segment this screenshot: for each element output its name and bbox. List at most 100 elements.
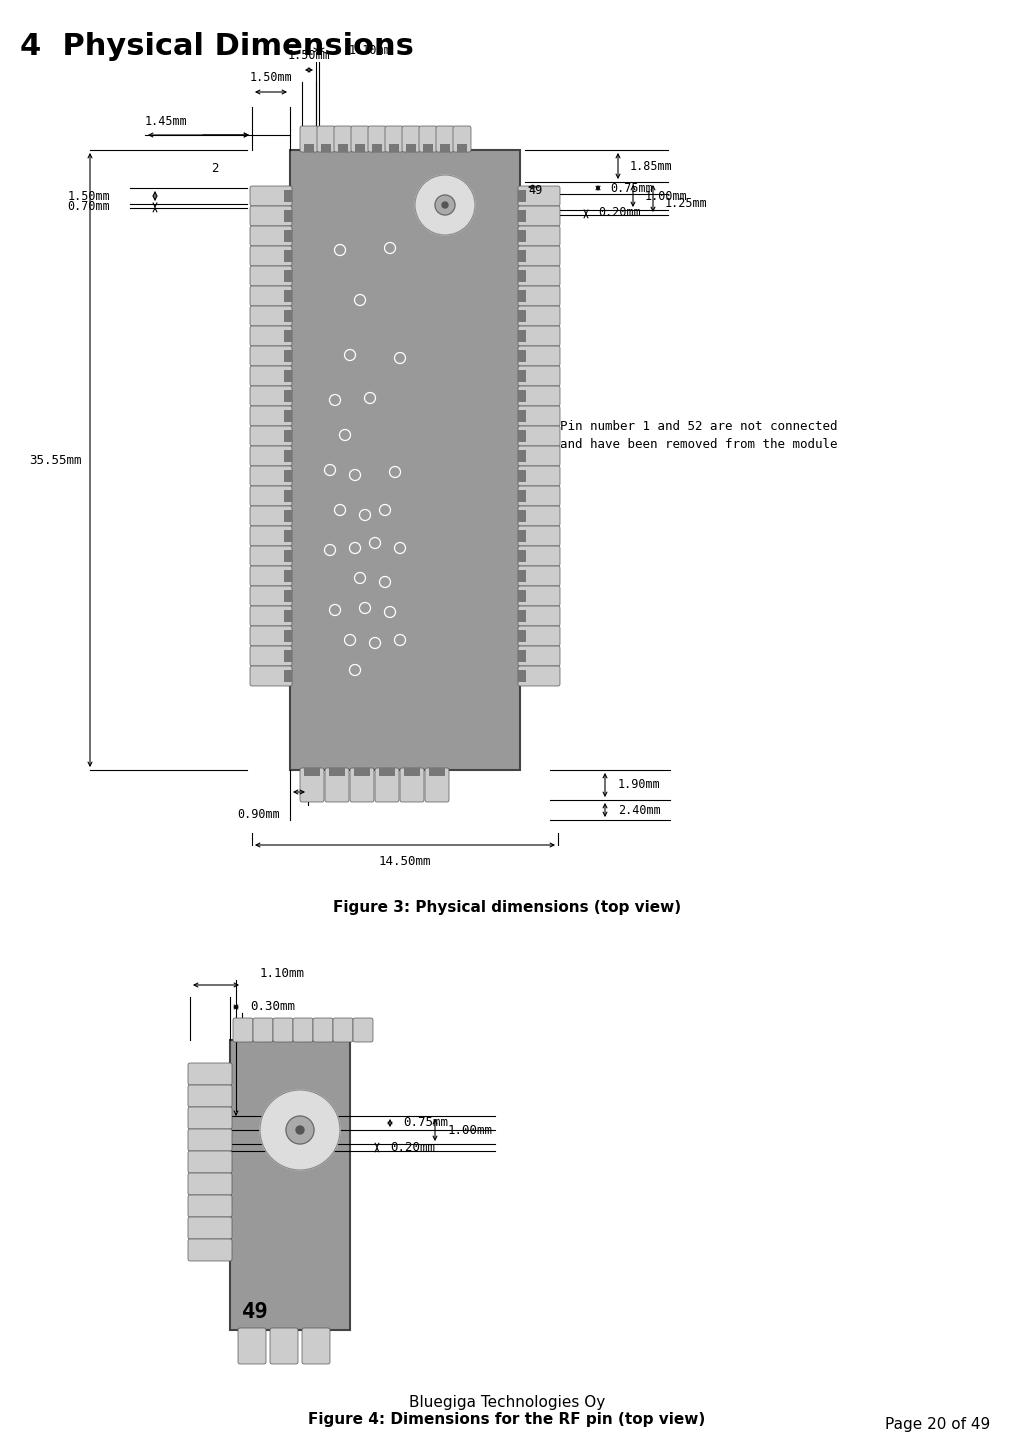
FancyBboxPatch shape [518,425,560,446]
Bar [284,570,292,583]
Text: 0.70mm: 0.70mm [67,199,110,212]
FancyBboxPatch shape [436,125,454,151]
FancyBboxPatch shape [254,1018,273,1043]
Bar [284,249,292,262]
FancyBboxPatch shape [518,666,560,686]
FancyBboxPatch shape [518,226,560,247]
Text: 0.75mm: 0.75mm [610,182,653,195]
FancyBboxPatch shape [353,1018,373,1043]
Bar [518,290,526,301]
Bar [290,150,520,770]
FancyBboxPatch shape [518,265,560,286]
Bar [518,590,526,601]
Bar [518,671,526,682]
Text: 0.20mm: 0.20mm [390,1141,435,1154]
Bar [284,510,292,522]
Bar [389,144,399,151]
FancyBboxPatch shape [518,486,560,506]
Text: Figure 3: Physical dimensions (top view): Figure 3: Physical dimensions (top view) [333,900,681,916]
Bar [304,769,320,776]
FancyBboxPatch shape [518,186,560,206]
Bar [321,144,331,151]
Bar [284,610,292,622]
FancyBboxPatch shape [250,526,292,547]
FancyBboxPatch shape [250,386,292,407]
Text: 1.50mm: 1.50mm [67,189,110,202]
Circle shape [442,202,448,208]
Bar [354,769,370,776]
FancyBboxPatch shape [518,466,560,486]
Bar [440,144,450,151]
Bar [284,350,292,362]
Text: 1.10mm: 1.10mm [260,968,305,981]
FancyBboxPatch shape [453,125,470,151]
FancyBboxPatch shape [518,346,560,366]
Bar [518,470,526,482]
Bar [518,450,526,461]
Bar [518,371,526,382]
Text: 2: 2 [211,162,219,174]
FancyBboxPatch shape [250,446,292,466]
Text: Figure 4: Dimensions for the RF pin (top view): Figure 4: Dimensions for the RF pin (top… [308,1412,706,1428]
Bar [338,144,348,151]
FancyBboxPatch shape [518,247,560,265]
Bar [284,330,292,342]
FancyBboxPatch shape [250,646,292,666]
Text: 1.00mm: 1.00mm [645,189,687,202]
FancyBboxPatch shape [351,125,369,151]
FancyBboxPatch shape [302,1328,330,1364]
Circle shape [286,1116,314,1144]
FancyBboxPatch shape [250,506,292,526]
FancyBboxPatch shape [188,1239,232,1260]
Bar [518,211,526,222]
Circle shape [415,174,475,235]
Bar [457,144,467,151]
FancyBboxPatch shape [188,1195,232,1217]
FancyBboxPatch shape [419,125,437,151]
FancyBboxPatch shape [250,425,292,446]
Text: 0.90mm: 0.90mm [237,808,280,820]
FancyBboxPatch shape [518,567,560,585]
Bar [518,630,526,642]
FancyBboxPatch shape [188,1107,232,1129]
FancyBboxPatch shape [273,1018,293,1043]
FancyBboxPatch shape [518,326,560,346]
FancyBboxPatch shape [250,265,292,286]
FancyBboxPatch shape [250,466,292,486]
FancyBboxPatch shape [188,1217,232,1239]
Bar [284,450,292,461]
Circle shape [296,1126,304,1133]
Bar [284,290,292,301]
FancyBboxPatch shape [188,1084,232,1107]
FancyBboxPatch shape [300,769,324,802]
FancyBboxPatch shape [518,606,560,626]
FancyBboxPatch shape [250,606,292,626]
Bar [429,769,445,776]
FancyBboxPatch shape [518,306,560,326]
FancyBboxPatch shape [188,1063,232,1084]
Circle shape [435,195,455,215]
FancyBboxPatch shape [250,547,292,567]
Text: Pin number 1 and 52 are not connected
and have been removed from the module: Pin number 1 and 52 are not connected an… [560,420,838,451]
FancyBboxPatch shape [250,306,292,326]
Text: Bluegiga Technologies Oy: Bluegiga Technologies Oy [409,1394,605,1409]
Text: 0.30mm: 0.30mm [250,1001,295,1014]
FancyBboxPatch shape [250,366,292,386]
FancyBboxPatch shape [518,407,560,425]
Bar [518,510,526,522]
FancyBboxPatch shape [250,486,292,506]
FancyBboxPatch shape [518,366,560,386]
FancyBboxPatch shape [317,125,335,151]
Bar [355,144,365,151]
Bar [284,270,292,283]
FancyBboxPatch shape [250,585,292,606]
Bar [284,671,292,682]
Bar [518,650,526,662]
Bar [284,590,292,601]
Text: 0.20mm: 0.20mm [598,206,641,219]
Bar [230,1040,350,1330]
FancyBboxPatch shape [518,585,560,606]
FancyBboxPatch shape [250,247,292,265]
FancyBboxPatch shape [400,769,424,802]
Text: 2.40mm: 2.40mm [618,803,661,816]
